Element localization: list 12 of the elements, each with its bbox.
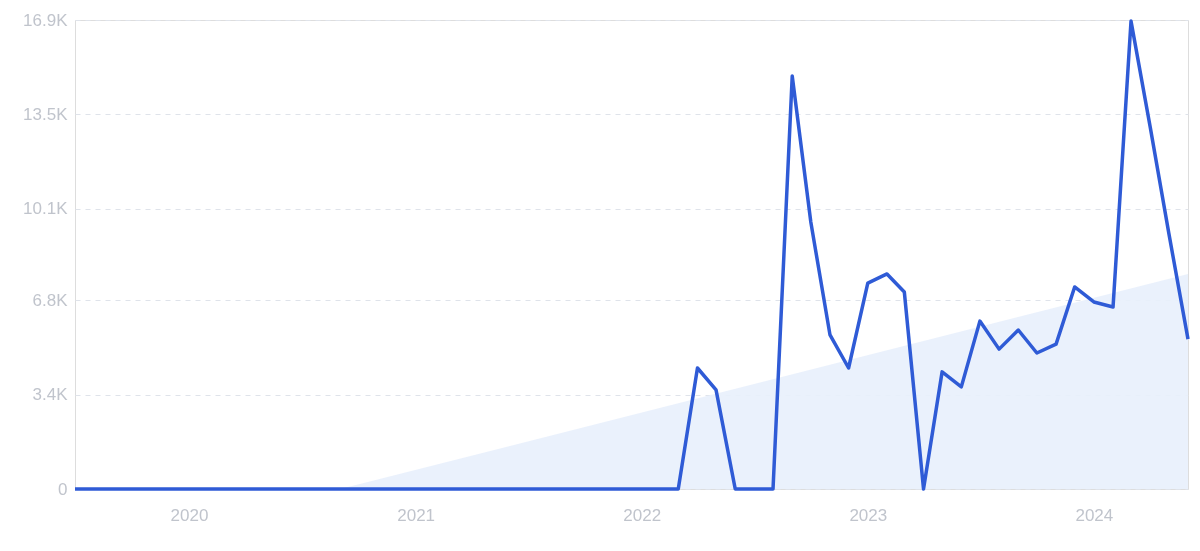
y-tick-label: 10.1K bbox=[23, 199, 69, 219]
x-tick-label: 2021 bbox=[397, 505, 436, 525]
y-tick-label: 3.4K bbox=[32, 385, 69, 405]
y-tick-label: 16.9K bbox=[23, 10, 69, 30]
x-tick-label: 2024 bbox=[1075, 505, 1114, 525]
x-tick-label: 2022 bbox=[623, 505, 662, 525]
y-tick-label: 6.8K bbox=[32, 290, 69, 310]
y-tick-label: 13.5K bbox=[23, 104, 69, 124]
y-tick-label: 0 bbox=[58, 479, 68, 499]
line-series bbox=[73, 19, 1190, 491]
x-tick-label: 2020 bbox=[170, 505, 209, 525]
x-tick-label: 2023 bbox=[849, 505, 888, 525]
